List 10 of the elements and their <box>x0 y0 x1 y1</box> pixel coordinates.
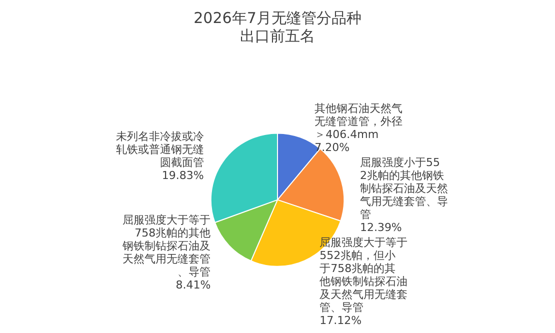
data-label: 7.20% <box>314 140 350 154</box>
slice-label: 屈服强度小于552兆帕的其他钢铁制钻探石油及天然气用无缝套管、导管 <box>360 156 448 221</box>
slice-label: 其他钢石油天然气无缝管道管，外径＞406.4mm <box>314 102 403 141</box>
data-label: 8.41% <box>176 278 211 292</box>
slice-label: 未列名非冷拔或冷轧铁或普通钢无缝圆截面管 <box>116 130 204 169</box>
data-label: 12.39% <box>360 220 402 234</box>
chart-title: 2026年7月无缝管分品种出口前五名 <box>194 9 362 45</box>
slice-label: 屈服强度大于等于758兆帕的其他钢铁制钻探石油及天然气用无缝套管、导管 <box>122 213 211 278</box>
data-label: 19.83% <box>162 168 204 182</box>
data-label: 17.12% <box>320 314 362 327</box>
